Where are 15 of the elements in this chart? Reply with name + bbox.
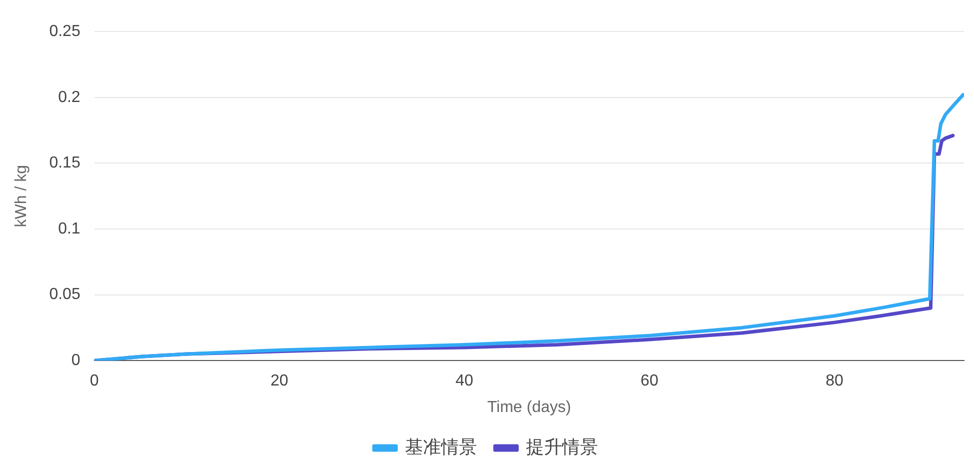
y-tick-label: 0.15 [49, 154, 80, 172]
y-tick-label: 0 [71, 352, 80, 370]
x-tick-label: 0 [90, 372, 99, 390]
legend-label: 基准情景 [405, 436, 477, 457]
y-tick-label: 0.1 [58, 220, 80, 238]
legend-label: 提升情景 [526, 436, 598, 457]
y-tick-label: 0.2 [58, 88, 80, 106]
x-tick-label: 60 [640, 372, 658, 390]
x-tick-label: 20 [270, 372, 288, 390]
x-tick-label: 40 [456, 372, 474, 390]
y-tick-label: 0.05 [49, 286, 80, 304]
x-axis-title: Time (days) [487, 398, 572, 416]
y-axis-title: kWh / kg [13, 164, 30, 228]
y-tick-label: 0.25 [49, 23, 80, 40]
x-tick-label: 80 [826, 372, 844, 390]
